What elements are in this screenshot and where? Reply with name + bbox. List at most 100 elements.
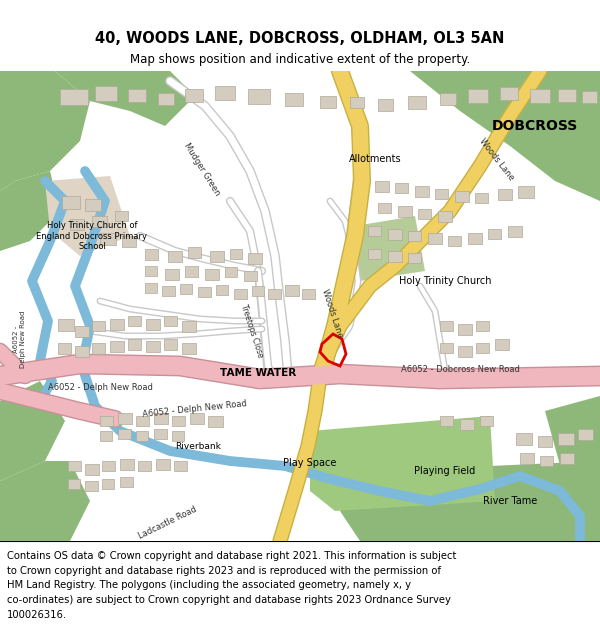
Bar [145, 249, 158, 260]
Text: Holy Trinity Church of
England Dobcross Primary
School: Holy Trinity Church of England Dobcross … [37, 221, 148, 251]
Bar [468, 233, 482, 244]
Bar [408, 231, 421, 241]
Bar [320, 96, 336, 108]
Bar [138, 461, 151, 471]
Bar [68, 461, 81, 471]
Bar [498, 189, 512, 200]
Bar [285, 93, 303, 106]
Bar [185, 89, 203, 102]
Bar [458, 324, 472, 335]
Bar [198, 287, 211, 297]
Text: Mudger Green: Mudger Green [182, 141, 222, 197]
Bar [578, 429, 593, 440]
Bar [248, 253, 262, 264]
Bar [244, 271, 257, 281]
Bar [164, 316, 177, 326]
Polygon shape [45, 176, 130, 256]
Bar [476, 321, 489, 331]
Bar [210, 251, 224, 262]
Text: Map shows position and indicative extent of the property.: Map shows position and indicative extent… [130, 52, 470, 66]
Text: Woods Lane: Woods Lane [320, 288, 344, 339]
Text: DOBCROSS: DOBCROSS [492, 119, 578, 133]
Bar [378, 203, 391, 213]
Bar [488, 229, 501, 239]
Text: Treetops Close: Treetops Close [239, 303, 265, 359]
Text: Playing Field: Playing Field [415, 466, 476, 476]
Bar [475, 193, 488, 203]
Bar [538, 436, 552, 447]
Bar [128, 316, 141, 326]
Bar [58, 343, 71, 354]
Bar [60, 89, 88, 105]
Bar [118, 429, 131, 439]
Text: to Crown copyright and database rights 2023 and is reproduced with the permissio: to Crown copyright and database rights 2… [7, 566, 441, 576]
Bar [558, 89, 576, 102]
Bar [165, 269, 179, 280]
Bar [120, 459, 134, 470]
Bar [182, 343, 196, 354]
Bar [480, 416, 493, 426]
Bar [225, 267, 237, 277]
Text: A6052 - Delph New Road: A6052 - Delph New Road [142, 399, 248, 419]
Bar [188, 247, 201, 258]
Bar [438, 211, 452, 222]
Bar [395, 183, 408, 193]
Bar [68, 479, 80, 489]
Bar [102, 461, 115, 471]
Bar [518, 186, 534, 198]
Bar [120, 477, 133, 487]
Bar [398, 206, 412, 217]
Bar [146, 319, 160, 330]
Bar [164, 339, 177, 350]
Bar [560, 453, 574, 464]
Bar [350, 97, 364, 108]
Polygon shape [410, 71, 600, 201]
Polygon shape [310, 416, 495, 511]
Polygon shape [545, 396, 600, 501]
Text: HM Land Registry. The polygons (including the associated geometry, namely x, y: HM Land Registry. The polygons (includin… [7, 581, 411, 591]
Text: TAME WATER: TAME WATER [220, 368, 296, 378]
Bar [110, 341, 124, 352]
Bar [162, 286, 175, 296]
Bar [378, 99, 393, 111]
Bar [408, 96, 426, 109]
Bar [190, 413, 204, 424]
Bar [85, 481, 98, 491]
Bar [302, 289, 315, 299]
Text: 100026316.: 100026316. [7, 610, 67, 620]
Text: A6052 - Dobcross New Road: A6052 - Dobcross New Road [401, 364, 520, 374]
Bar [375, 181, 389, 192]
Bar [154, 429, 167, 439]
Bar [428, 233, 442, 244]
Bar [122, 236, 136, 247]
Bar [368, 226, 381, 236]
Bar [58, 319, 74, 331]
Bar [70, 219, 84, 230]
Text: Riverbank: Riverbank [175, 441, 221, 451]
Bar [115, 211, 128, 221]
Bar [205, 269, 219, 280]
Bar [145, 283, 157, 293]
Bar [158, 93, 174, 105]
Bar [146, 341, 160, 352]
Bar [102, 479, 114, 489]
Bar [182, 321, 196, 332]
Bar [440, 343, 453, 353]
Text: Play Space: Play Space [283, 458, 337, 468]
Bar [92, 216, 107, 227]
Text: 40, WOODS LANE, DOBCROSS, OLDHAM, OL3 5AN: 40, WOODS LANE, DOBCROSS, OLDHAM, OL3 5A… [95, 31, 505, 46]
Bar [495, 339, 509, 350]
Bar [230, 249, 242, 259]
Bar [172, 416, 185, 426]
Bar [516, 433, 532, 445]
Bar [100, 416, 113, 426]
Bar [440, 416, 453, 426]
Bar [118, 413, 132, 424]
Bar [248, 89, 270, 104]
Bar [172, 431, 184, 441]
Bar [174, 461, 187, 471]
Bar [530, 89, 550, 103]
Bar [136, 431, 148, 441]
Bar [180, 284, 192, 294]
Polygon shape [0, 381, 65, 481]
